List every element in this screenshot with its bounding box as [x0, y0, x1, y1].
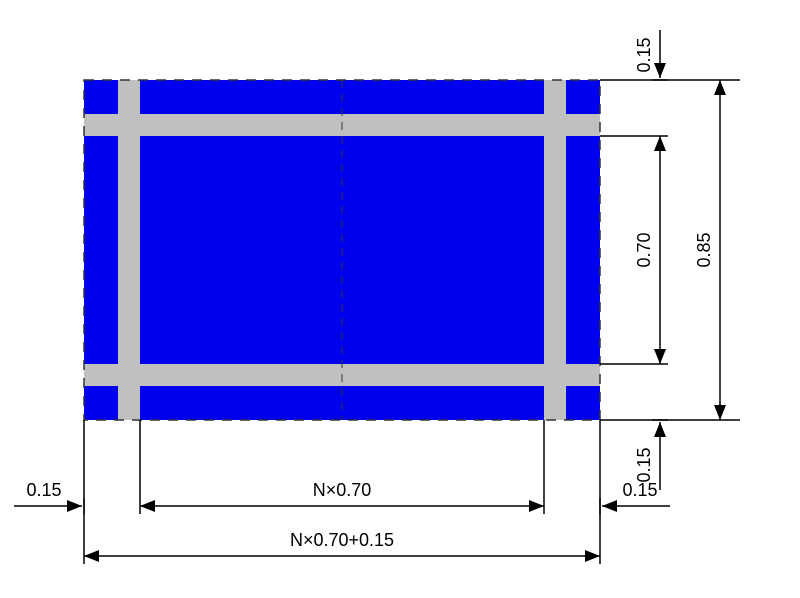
dim-label: 0.70: [634, 232, 654, 267]
technical-diagram: 0.150.700.850.150.150.15N×0.70N×0.70+0.1…: [0, 0, 800, 598]
dim-label: N×0.70+0.15: [290, 530, 394, 550]
corner-tl: [84, 80, 118, 114]
corner-br: [566, 386, 600, 420]
dim-label: 0.15: [634, 447, 654, 482]
geometry-group: [84, 80, 600, 420]
corner-bl: [84, 386, 118, 420]
dim-label: 0.15: [634, 37, 654, 72]
dim-label: N×0.70: [313, 480, 372, 500]
dim-label: 0.85: [694, 232, 714, 267]
dim-label: 0.15: [26, 480, 61, 500]
corner-tr: [566, 80, 600, 114]
dim-label: 0.15: [622, 480, 657, 500]
strip-right: [566, 136, 600, 364]
strip-left: [84, 136, 118, 364]
